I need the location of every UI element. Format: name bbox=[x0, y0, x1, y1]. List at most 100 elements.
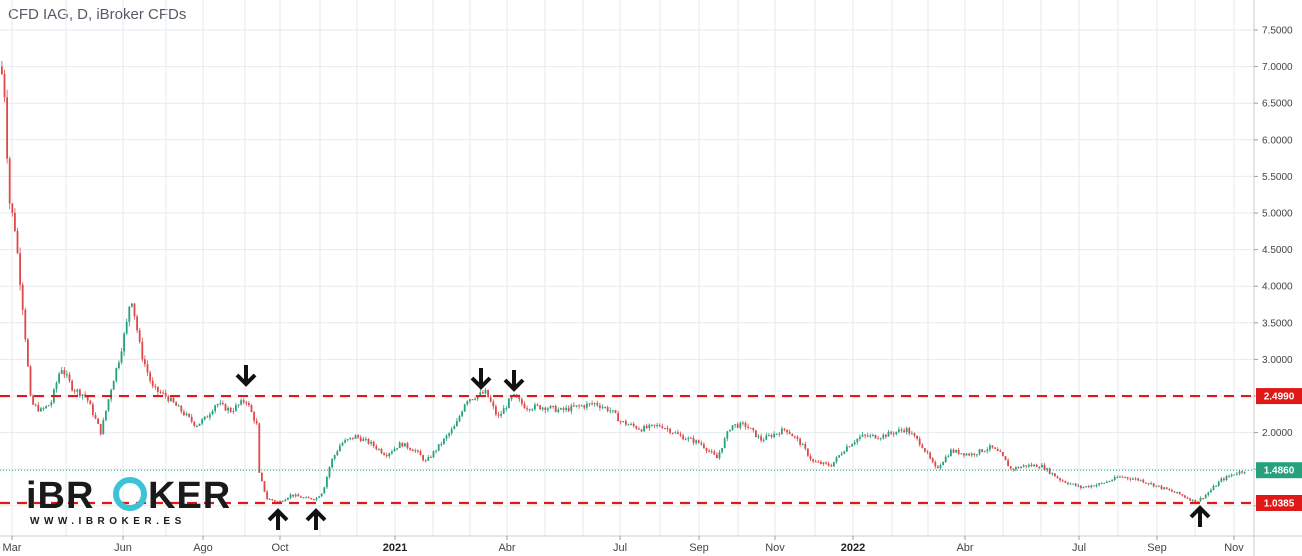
candle-body bbox=[1202, 497, 1204, 499]
candle-body bbox=[240, 400, 242, 405]
candle-body bbox=[882, 434, 885, 439]
candle-body bbox=[151, 380, 154, 387]
candle-body bbox=[300, 496, 302, 498]
candle-body bbox=[440, 443, 443, 445]
candle-body bbox=[339, 445, 341, 452]
candle-body bbox=[193, 421, 196, 426]
candle-body bbox=[937, 466, 939, 468]
candle-body bbox=[245, 402, 248, 404]
candle-body bbox=[495, 406, 497, 415]
candle-body bbox=[349, 437, 352, 440]
candle-body bbox=[708, 450, 710, 452]
candle-body bbox=[921, 444, 924, 449]
candle-body bbox=[786, 429, 788, 433]
candle-body bbox=[547, 408, 549, 410]
candle-body bbox=[744, 423, 747, 427]
candle-body bbox=[1056, 476, 1059, 479]
candle-body bbox=[60, 370, 63, 374]
candle-body bbox=[1181, 494, 1184, 496]
candle-body bbox=[73, 390, 76, 392]
candle-body bbox=[939, 465, 942, 468]
x-tick-label: Oct bbox=[271, 542, 288, 554]
candle-body bbox=[71, 380, 73, 391]
candle-body bbox=[1228, 476, 1230, 478]
candle-body bbox=[612, 410, 614, 412]
candle-body bbox=[1163, 487, 1165, 489]
candle-body bbox=[292, 494, 294, 497]
candle-body bbox=[401, 442, 404, 447]
candle-body bbox=[827, 463, 830, 466]
candle-body bbox=[398, 442, 401, 449]
candle-body bbox=[565, 407, 567, 410]
candle-body bbox=[622, 421, 625, 423]
candle-body bbox=[375, 446, 378, 450]
candle-body bbox=[814, 461, 817, 463]
candle-body bbox=[346, 439, 349, 441]
candle-body bbox=[16, 230, 19, 254]
candle-body bbox=[289, 494, 292, 498]
candle-body bbox=[128, 306, 131, 322]
candle-body bbox=[968, 453, 970, 456]
candle-body bbox=[1077, 485, 1080, 487]
candle-body bbox=[37, 405, 40, 412]
candle-body bbox=[391, 451, 393, 454]
candle-body bbox=[791, 433, 794, 437]
logo-text-right: KER bbox=[148, 475, 231, 517]
candle-body bbox=[1033, 464, 1035, 467]
candle-body bbox=[924, 448, 926, 452]
candle-body bbox=[110, 389, 112, 400]
candle-body bbox=[175, 402, 177, 406]
candle-body bbox=[235, 405, 237, 411]
candle-body bbox=[609, 410, 612, 412]
candle-body bbox=[336, 451, 339, 456]
x-tick-label: Jun bbox=[114, 542, 132, 554]
candle-body bbox=[320, 493, 323, 497]
candle-body bbox=[853, 442, 856, 445]
candle-body bbox=[934, 462, 937, 467]
level-price-tag bbox=[1256, 494, 1302, 511]
candle-body bbox=[1041, 464, 1043, 468]
candle-body bbox=[710, 451, 713, 453]
candle-body bbox=[352, 437, 354, 439]
y-tick-label: 3.0000 bbox=[1262, 355, 1293, 366]
candle-body bbox=[817, 461, 820, 463]
candle-body bbox=[242, 400, 245, 403]
candle-body bbox=[687, 437, 690, 440]
candle-body bbox=[146, 364, 149, 373]
candle-body bbox=[1067, 482, 1069, 485]
candle-body bbox=[965, 453, 968, 456]
candle-body bbox=[393, 448, 396, 452]
candle-body bbox=[1184, 495, 1186, 498]
arrow-shape bbox=[503, 370, 525, 392]
candle-body bbox=[617, 412, 619, 422]
candle-body bbox=[799, 438, 801, 445]
candle-body bbox=[625, 421, 627, 425]
candle-body bbox=[24, 309, 27, 340]
logo-ring-icon bbox=[113, 477, 147, 511]
candle-body bbox=[978, 449, 981, 455]
candle-body bbox=[674, 432, 677, 434]
candle-body bbox=[224, 404, 227, 411]
candle-body bbox=[627, 424, 630, 426]
candle-body bbox=[1171, 489, 1173, 492]
candle-body bbox=[1012, 468, 1015, 470]
y-tick-label: 6.5000 bbox=[1262, 99, 1293, 110]
candle-body bbox=[505, 408, 508, 410]
candle-body bbox=[445, 435, 448, 439]
candle-body bbox=[268, 498, 271, 500]
candle-body bbox=[541, 407, 544, 410]
candle-body bbox=[869, 435, 872, 437]
candle-body bbox=[333, 455, 336, 459]
candle-body bbox=[258, 423, 261, 473]
candle-body bbox=[549, 405, 552, 409]
candle-body bbox=[1111, 480, 1113, 482]
candle-body bbox=[1150, 483, 1152, 485]
candle-body bbox=[1207, 492, 1210, 496]
candle-body bbox=[1017, 467, 1020, 469]
candle-body bbox=[172, 397, 175, 403]
candle-body bbox=[926, 451, 929, 453]
candle-body bbox=[1215, 485, 1217, 487]
candle-body bbox=[1137, 478, 1139, 481]
candle-body bbox=[757, 436, 760, 438]
